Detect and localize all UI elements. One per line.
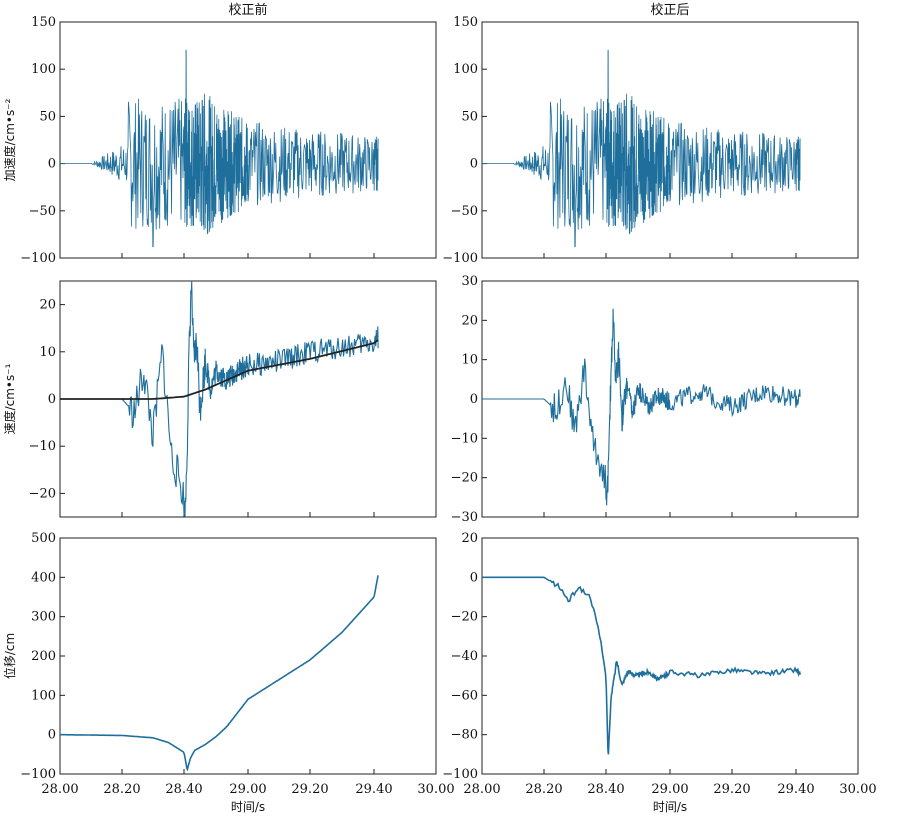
plot-frame [59, 21, 437, 259]
y-tick-label: 50 [39, 109, 56, 124]
y-tick-label: 30 [461, 274, 478, 289]
y-tick-label: 20 [461, 313, 478, 328]
x-tick-label: 29.40 [777, 782, 814, 797]
x-tick-label: 28.20 [525, 782, 562, 797]
x-tick-label: 29.00 [229, 782, 266, 797]
y-tick-label: −10 [451, 431, 478, 446]
displacement-line [60, 575, 379, 772]
acceleration-line [482, 49, 801, 248]
y-tick-label: −20 [29, 486, 56, 501]
plot-frame [481, 537, 859, 775]
y-tick-label: −20 [451, 471, 478, 486]
y-axis-label: 加速度/cm•s⁻² [2, 98, 17, 181]
trend-line [60, 339, 379, 400]
velocity-line [482, 308, 801, 506]
y-tick-label: 100 [31, 688, 56, 703]
column-title: 校正前 [228, 2, 267, 18]
y-axis-label: 速度/cm•s⁻¹ [2, 363, 17, 434]
acceleration-line [60, 49, 379, 248]
x-axis-label: 时间/s [231, 800, 265, 814]
x-tick-label: 28.40 [165, 782, 202, 797]
plot-frame [59, 537, 437, 775]
y-tick-label: 20 [39, 298, 56, 313]
y-tick-label: 0 [470, 392, 478, 407]
y-tick-label: −50 [451, 204, 478, 219]
y-tick-label: −50 [29, 204, 56, 219]
plot-frame [481, 21, 859, 259]
y-tick-label: 10 [461, 353, 478, 368]
y-tick-label: −100 [20, 251, 56, 266]
y-tick-label: −10 [29, 439, 56, 454]
x-tick-label: 28.40 [587, 782, 624, 797]
y-tick-label: 400 [31, 570, 56, 585]
y-tick-label: 10 [39, 345, 56, 360]
x-tick-label: 29.00 [651, 782, 688, 797]
y-tick-label: 150 [453, 15, 478, 30]
y-tick-label: −30 [451, 510, 478, 525]
y-tick-label: 200 [31, 649, 56, 664]
y-tick-label: 0 [48, 157, 56, 172]
x-axis-label: 时间/s [653, 800, 687, 814]
column-title: 校正后 [650, 2, 689, 18]
y-tick-label: −100 [20, 767, 56, 782]
velocity-line [60, 280, 379, 518]
x-tick-label: 30.00 [417, 782, 454, 797]
y-tick-label: −20 [451, 610, 478, 625]
y-tick-label: −60 [451, 688, 478, 703]
y-tick-label: −100 [442, 251, 478, 266]
y-tick-label: −100 [442, 767, 478, 782]
displacement-line [482, 576, 801, 755]
y-tick-label: 300 [31, 610, 56, 625]
x-tick-label: 28.00 [463, 782, 500, 797]
y-tick-label: 150 [31, 15, 56, 30]
y-tick-label: −40 [451, 649, 478, 664]
x-tick-label: 30.00 [839, 782, 876, 797]
x-tick-label: 29.20 [713, 782, 750, 797]
x-tick-label: 28.00 [41, 782, 78, 797]
x-tick-label: 29.40 [355, 782, 392, 797]
y-tick-label: 0 [48, 728, 56, 743]
x-tick-label: 28.20 [103, 782, 140, 797]
y-tick-label: 50 [461, 109, 478, 124]
y-axis-label: 位移/cm [2, 633, 17, 679]
y-tick-label: 100 [453, 62, 478, 77]
y-tick-label: 0 [48, 392, 56, 407]
y-tick-label: 0 [470, 570, 478, 585]
y-tick-label: 500 [31, 531, 56, 546]
y-tick-label: 0 [470, 157, 478, 172]
y-tick-label: 20 [461, 531, 478, 546]
y-tick-label: 100 [31, 62, 56, 77]
y-tick-label: −80 [451, 728, 478, 743]
x-tick-label: 29.20 [291, 782, 328, 797]
